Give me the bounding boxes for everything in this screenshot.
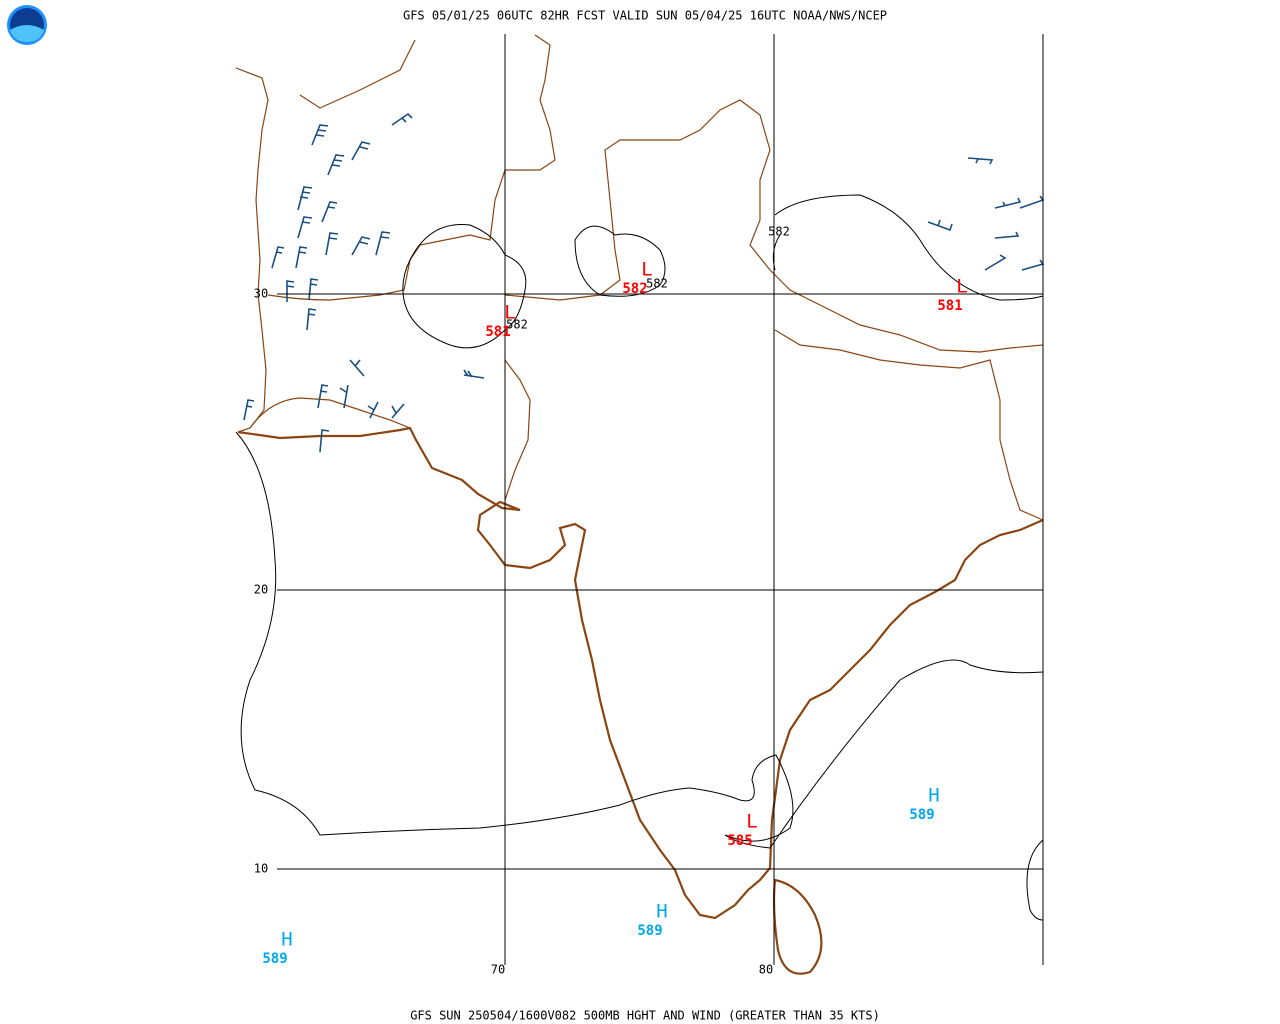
center-value: 589 (637, 923, 662, 939)
latitude-label: 10 (254, 862, 268, 876)
center-symbol: H (928, 785, 939, 807)
latitude-label: 20 (254, 583, 268, 597)
longitude-label: 80 (759, 963, 773, 977)
center-value: 581 (937, 298, 962, 314)
contour-label: 582 (646, 277, 668, 291)
contour-label: 582 (506, 318, 528, 332)
center-value: 589 (909, 807, 934, 823)
center-value: 582 (622, 281, 647, 297)
longitude-label: 70 (491, 963, 505, 977)
center-value: 581 (485, 324, 510, 340)
center-value: 585 (727, 833, 752, 849)
center-symbol: H (656, 901, 667, 923)
caption: GFS SUN 250504/1600V082 500MB HGHT AND W… (410, 1009, 880, 1023)
center-symbol: L (956, 276, 967, 298)
center-symbol: L (504, 302, 515, 324)
height-contours (235, 194, 1044, 921)
center-symbol: L (746, 811, 757, 833)
lat-lon-grid: 30 20 10 70 80 (254, 34, 1044, 977)
title: GFS 05/01/25 06UTC 82HR FCST VALID SUN 0… (403, 9, 887, 23)
noaa-logo (7, 5, 47, 45)
contour-label: 582 (768, 225, 790, 239)
latitude-label: 30 (254, 287, 268, 301)
center-symbol: H (281, 929, 292, 951)
center-symbol: L (641, 259, 652, 281)
coastlines (235, 34, 1044, 975)
center-value: 589 (262, 951, 287, 967)
